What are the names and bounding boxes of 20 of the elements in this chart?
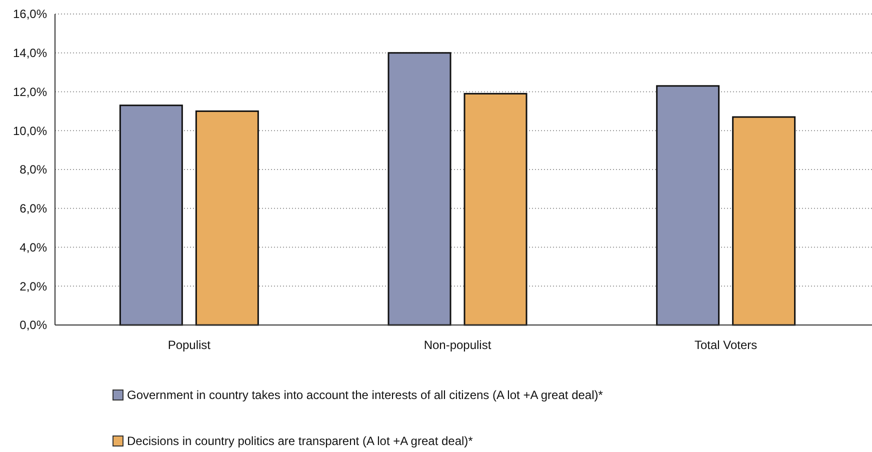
y-tick-label: 4,0% — [20, 240, 48, 254]
x-tick-label: Non-populist — [424, 338, 492, 352]
bar — [656, 85, 720, 326]
x-tick-label: Total Voters — [694, 338, 758, 352]
legend-label: Government in country takes into account the interests of all citizens (A lot +A great deal)* — [127, 388, 604, 402]
y-tick-label: 10,0% — [12, 124, 48, 138]
bar — [388, 52, 452, 326]
bar — [195, 110, 259, 326]
y-tick-label: 2,0% — [20, 279, 48, 294]
y-tick-label: 6,0% — [20, 202, 48, 216]
bar — [732, 116, 796, 326]
bar — [464, 92, 528, 326]
y-tick-label: 16,0% — [12, 7, 48, 22]
bar — [119, 104, 183, 326]
x-tick-label: Populist — [168, 338, 212, 352]
legend-label: Decisions in country politics are transparent (A lot +A great deal)* — [127, 434, 474, 448]
y-tick-label: 8,0% — [20, 162, 48, 177]
y-tick-label: 0,0% — [20, 318, 48, 332]
y-tick-label: 12,0% — [12, 84, 48, 99]
y-tick-label: 14,0% — [12, 46, 48, 60]
